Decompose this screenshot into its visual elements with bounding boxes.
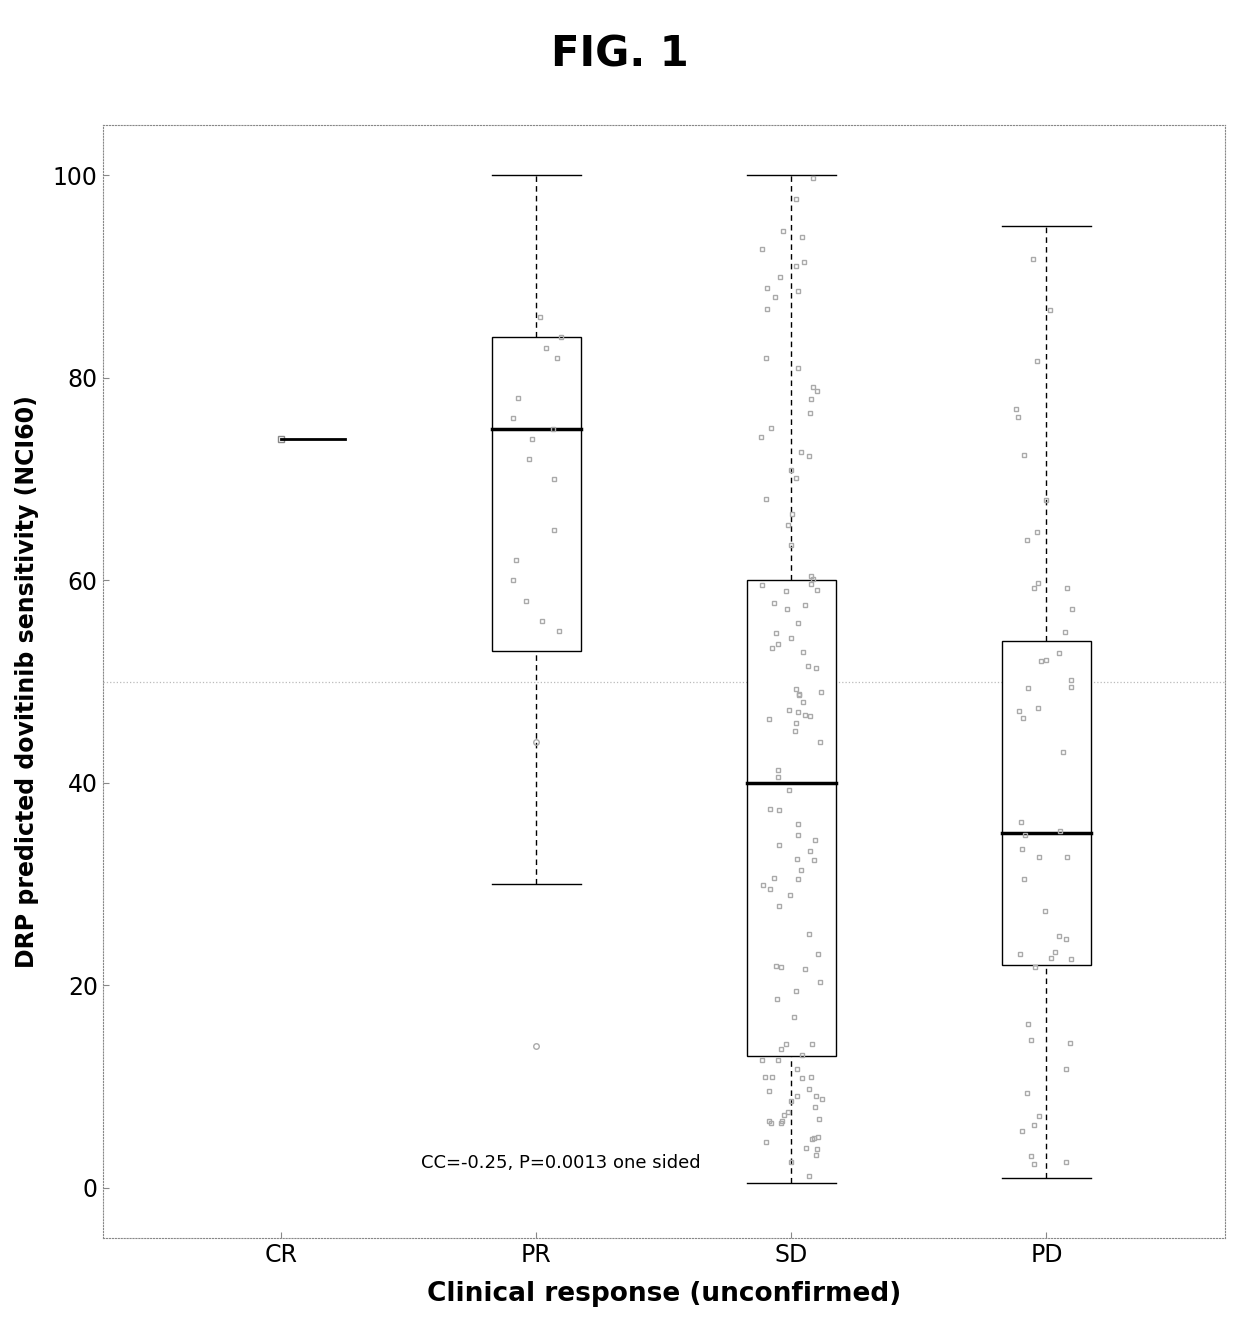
Text: FIG. 1: FIG. 1 — [551, 33, 689, 75]
Bar — [1002, 641, 1091, 965]
Bar — [491, 337, 580, 652]
Bar — [746, 580, 836, 1056]
Text: CC=-0.25, P=0.0013 one sided: CC=-0.25, P=0.0013 one sided — [422, 1154, 701, 1173]
Y-axis label: DRP predicted dovitinib sensitivity (NCI60): DRP predicted dovitinib sensitivity (NCI… — [15, 395, 38, 968]
X-axis label: Clinical response (unconfirmed): Clinical response (unconfirmed) — [427, 1281, 901, 1307]
